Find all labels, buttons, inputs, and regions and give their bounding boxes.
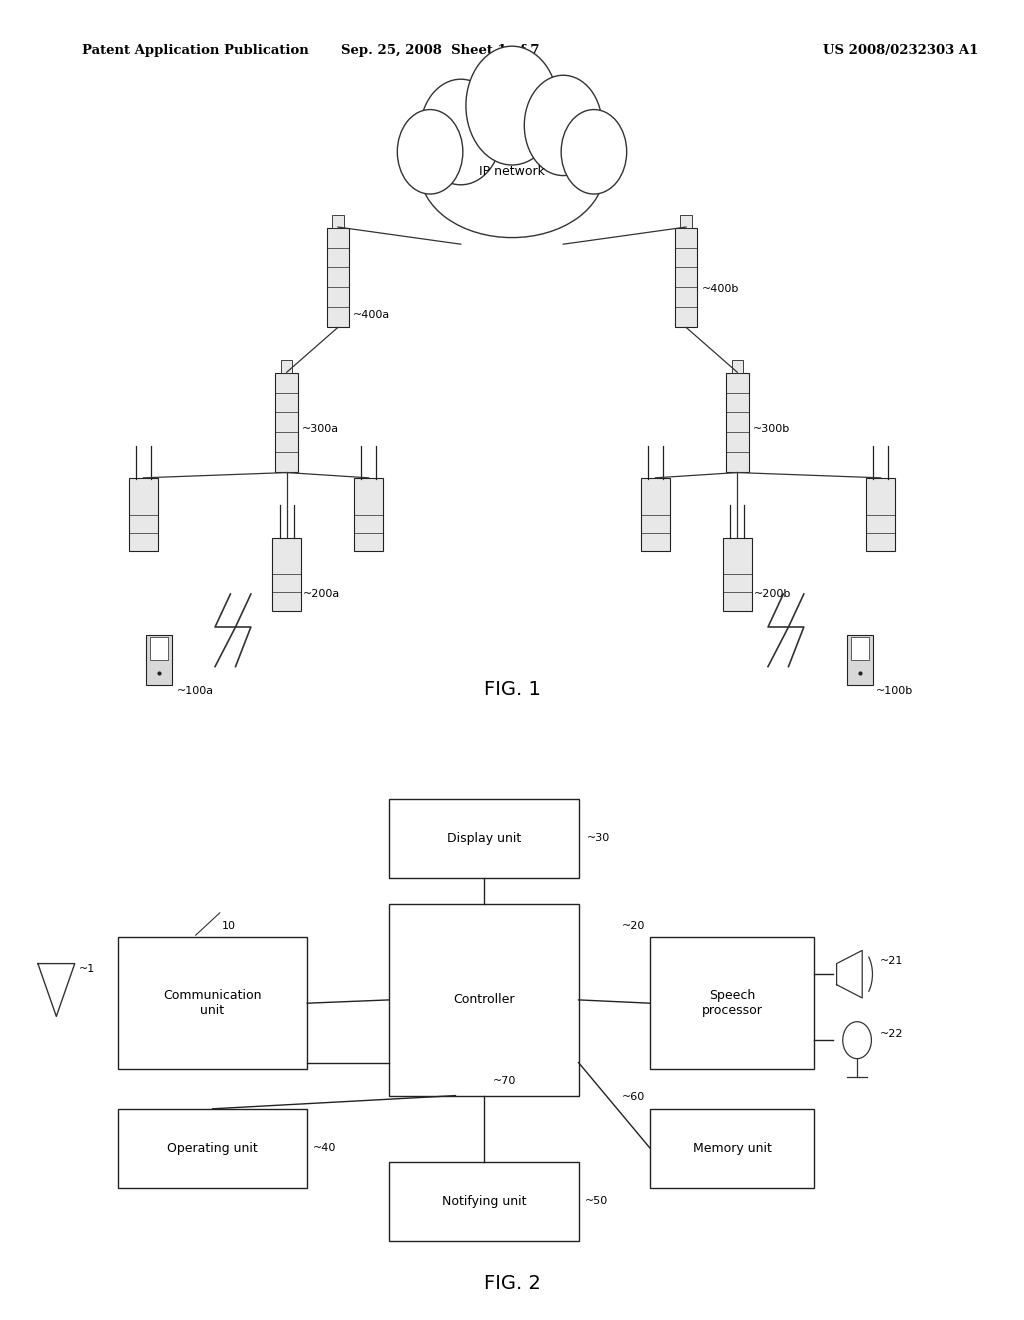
Bar (281, 359, 293, 372)
Text: ~30: ~30 (587, 833, 610, 843)
Text: ~200a: ~200a (303, 589, 340, 599)
Bar (145, 635, 171, 685)
Text: ~40: ~40 (313, 1143, 337, 1154)
Bar (675, 227, 697, 326)
Bar (327, 227, 349, 326)
Circle shape (420, 79, 502, 185)
Circle shape (524, 75, 602, 176)
FancyBboxPatch shape (650, 937, 814, 1069)
FancyBboxPatch shape (118, 1109, 307, 1188)
Bar (354, 479, 383, 552)
Bar (332, 214, 344, 227)
Text: Memory unit: Memory unit (692, 1142, 772, 1155)
Bar (723, 539, 752, 610)
Text: ~21: ~21 (880, 956, 903, 966)
Circle shape (561, 110, 627, 194)
Text: ~400b: ~400b (701, 284, 738, 294)
Bar (866, 479, 895, 552)
Circle shape (397, 110, 463, 194)
FancyBboxPatch shape (389, 904, 579, 1096)
Text: ~200b: ~200b (754, 589, 791, 599)
Text: US 2008/0232303 A1: US 2008/0232303 A1 (823, 44, 979, 57)
Text: Communication
unit: Communication unit (163, 989, 262, 1018)
Text: ~1: ~1 (79, 964, 95, 974)
Bar (641, 479, 670, 552)
Text: Patent Application Publication: Patent Application Publication (82, 44, 308, 57)
Bar (851, 638, 869, 660)
Text: ~100b: ~100b (876, 686, 912, 697)
Text: FIG. 1: FIG. 1 (483, 680, 541, 698)
Text: FIG. 2: FIG. 2 (483, 1274, 541, 1292)
Bar (681, 214, 692, 227)
Bar (731, 359, 743, 372)
Text: ~100a: ~100a (177, 686, 214, 697)
FancyBboxPatch shape (650, 1109, 814, 1188)
Text: ~22: ~22 (880, 1028, 903, 1039)
Circle shape (466, 46, 558, 165)
Text: ~20: ~20 (622, 920, 645, 931)
Bar (129, 479, 158, 552)
Bar (272, 539, 301, 610)
Text: ~300b: ~300b (753, 424, 790, 434)
Ellipse shape (420, 106, 604, 238)
FancyBboxPatch shape (118, 937, 307, 1069)
Text: ~300a: ~300a (302, 424, 339, 434)
Text: Sep. 25, 2008  Sheet 1 of 7: Sep. 25, 2008 Sheet 1 of 7 (341, 44, 540, 57)
Text: Display unit: Display unit (446, 832, 521, 845)
Text: Speech
processor: Speech processor (701, 989, 763, 1018)
FancyBboxPatch shape (389, 1162, 579, 1241)
Bar (726, 372, 749, 471)
Bar (275, 372, 298, 471)
Text: ~400a: ~400a (353, 310, 390, 321)
Text: Notifying unit: Notifying unit (441, 1195, 526, 1208)
Text: Controller: Controller (453, 994, 515, 1006)
FancyBboxPatch shape (389, 799, 579, 878)
Text: 10: 10 (222, 920, 236, 931)
Text: ~60: ~60 (622, 1092, 645, 1102)
Bar (150, 638, 168, 660)
Text: ~70: ~70 (494, 1076, 517, 1086)
Text: IP network: IP network (479, 165, 545, 178)
Text: Operating unit: Operating unit (167, 1142, 258, 1155)
Bar (848, 635, 872, 685)
Text: ~50: ~50 (585, 1196, 608, 1206)
